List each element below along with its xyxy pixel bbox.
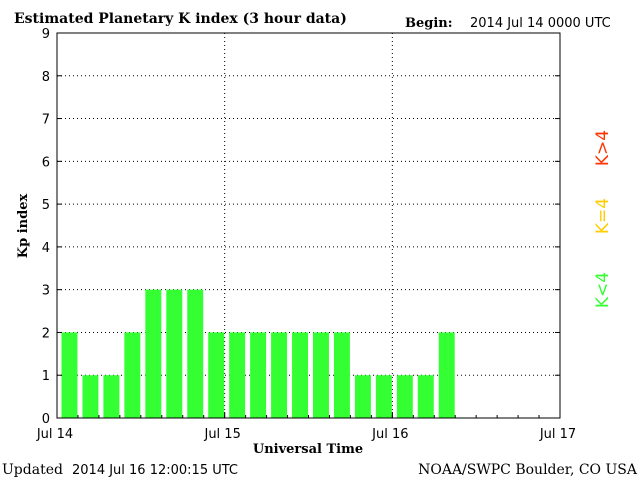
- y-tick-label: 1: [42, 369, 50, 384]
- kp-bar: [82, 375, 99, 418]
- kp-bar: [229, 332, 246, 418]
- updated-value: 2014 Jul 16 12:00:15 UTC: [72, 463, 238, 478]
- bar-series: [61, 289, 455, 418]
- y-axis-ticks: 0 1 2 3 4 5 6 7 8 9: [42, 27, 560, 427]
- x-tick-label: Jul 14: [36, 427, 73, 442]
- grid-lines: [57, 33, 560, 418]
- legend-k-below-4: K<4: [593, 272, 613, 308]
- legend-k-above-4: K>4: [593, 130, 613, 166]
- updated-label: Updated: [2, 462, 63, 478]
- kp-bar: [438, 332, 455, 418]
- source-credit: NOAA/SWPC Boulder, CO USA: [418, 462, 638, 478]
- legend-k-equal-4: K=4: [593, 198, 613, 234]
- kp-bar: [61, 332, 78, 418]
- y-tick-label: 2: [42, 326, 50, 341]
- kp-bar: [250, 332, 267, 418]
- y-axis-label: Kp index: [16, 194, 31, 259]
- kp-bar: [187, 289, 204, 418]
- y-tick-label: 5: [42, 198, 50, 213]
- y-tick-label: 4: [42, 241, 50, 256]
- kp-bar: [333, 332, 350, 418]
- y-tick-label: 3: [42, 284, 50, 299]
- kp-bar: [208, 332, 225, 418]
- begin-label: Begin:: [405, 16, 453, 31]
- kp-bar: [124, 332, 141, 418]
- chart-title: Estimated Planetary K index (3 hour data…: [14, 11, 347, 27]
- x-tick-label: Jul 15: [203, 427, 240, 442]
- kp-bar: [313, 332, 329, 418]
- kp-bar: [145, 289, 162, 418]
- kp-bar: [103, 375, 120, 418]
- kp-bar: [375, 375, 392, 418]
- kp-bar: [166, 289, 183, 418]
- x-tick-label: Jul 16: [371, 427, 408, 442]
- kp-bar: [271, 332, 288, 418]
- kp-bar: [417, 375, 434, 418]
- x-axis-ticks: Jul 14 Jul 15 Jul 16 Jul 17: [36, 412, 576, 442]
- kp-bar: [354, 375, 371, 418]
- y-tick-label: 9: [42, 27, 50, 42]
- y-tick-label: 8: [42, 70, 50, 85]
- y-tick-label: 7: [42, 113, 50, 128]
- y-tick-label: 6: [42, 155, 50, 170]
- x-tick-label: Jul 17: [539, 427, 576, 442]
- begin-value: 2014 Jul 14 0000 UTC: [470, 16, 611, 31]
- kp-bar: [292, 332, 308, 418]
- kp-bar: [396, 375, 413, 418]
- x-axis-label: Universal Time: [253, 442, 363, 457]
- y-tick-label: 0: [42, 412, 50, 427]
